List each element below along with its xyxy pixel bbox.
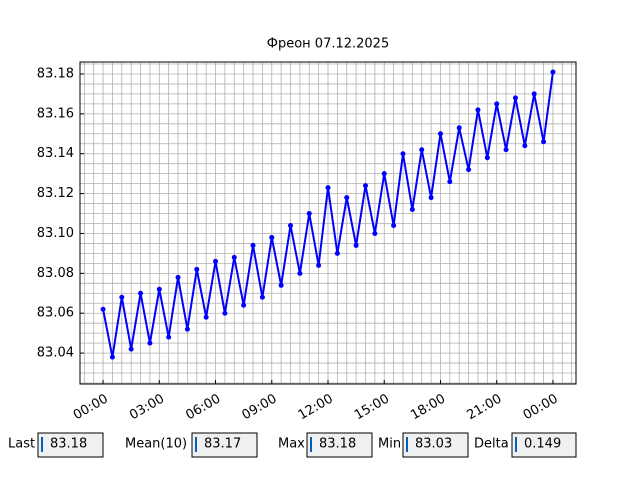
data-point — [184, 326, 190, 332]
data-point — [428, 195, 434, 201]
data-point — [297, 270, 303, 276]
data-point — [344, 195, 350, 201]
data-point — [259, 294, 265, 300]
data-point — [484, 155, 490, 161]
field-box — [511, 432, 577, 458]
data-point — [503, 147, 509, 153]
data-point — [203, 314, 209, 320]
y-tick-label: 83.16 — [37, 106, 74, 121]
data-point — [250, 242, 256, 248]
data-point — [241, 302, 247, 308]
data-point — [391, 222, 397, 228]
data-point — [541, 139, 547, 145]
data-point — [381, 171, 387, 177]
data-point — [128, 346, 134, 352]
data-point — [400, 151, 406, 157]
y-tick-label: 83.12 — [37, 186, 74, 201]
data-point — [306, 211, 312, 217]
field-box — [191, 432, 258, 458]
y-tick-label: 83.14 — [37, 146, 74, 161]
data-point — [222, 310, 228, 316]
field-value: 83.18 — [319, 437, 356, 452]
field-box — [402, 432, 469, 458]
field-label: Last — [8, 437, 35, 452]
field-value: 83.18 — [50, 437, 87, 452]
data-point — [419, 147, 425, 153]
data-point — [362, 183, 368, 189]
data-point — [194, 266, 200, 272]
field-label: Min — [378, 437, 401, 452]
data-point — [494, 101, 500, 107]
y-tick-label: 83.04 — [37, 346, 74, 361]
data-point — [278, 282, 284, 288]
data-point — [334, 250, 340, 256]
data-point — [475, 107, 481, 113]
data-point — [109, 354, 115, 360]
field-box — [37, 432, 104, 458]
data-point — [156, 286, 162, 292]
data-point — [213, 258, 219, 264]
y-tick-label: 83.18 — [37, 66, 74, 81]
y-tick-label: 83.10 — [37, 226, 74, 241]
field-value: 83.17 — [204, 437, 241, 452]
plot-frame — [79, 61, 577, 385]
data-point — [325, 185, 331, 191]
data-point — [456, 125, 462, 131]
data-point — [231, 254, 237, 260]
chart-title: Фреон 07.12.2025 — [267, 37, 389, 52]
data-point — [119, 294, 125, 300]
field-value: 0.149 — [524, 437, 561, 452]
data-point — [175, 274, 181, 280]
data-point — [550, 69, 556, 75]
data-point — [100, 306, 106, 312]
data-point — [316, 262, 322, 268]
data-point — [288, 222, 294, 228]
data-point — [147, 340, 153, 346]
data-point — [372, 230, 378, 236]
field-label: Max — [278, 437, 305, 452]
field-label: Mean(10) — [125, 437, 187, 452]
field-box — [306, 432, 373, 458]
data-point — [138, 290, 144, 296]
data-point — [409, 207, 415, 213]
field-value: 83.03 — [415, 437, 452, 452]
y-tick-label: 83.08 — [37, 266, 74, 281]
data-point — [466, 167, 472, 173]
data-point — [512, 95, 518, 101]
field-label: Delta — [474, 437, 509, 452]
data-point — [166, 334, 172, 340]
data-point — [531, 91, 537, 97]
data-point — [522, 143, 528, 149]
y-tick-label: 83.06 — [37, 306, 74, 321]
data-point — [447, 179, 453, 185]
data-point — [269, 234, 275, 240]
data-point — [437, 131, 443, 137]
data-point — [353, 242, 359, 248]
